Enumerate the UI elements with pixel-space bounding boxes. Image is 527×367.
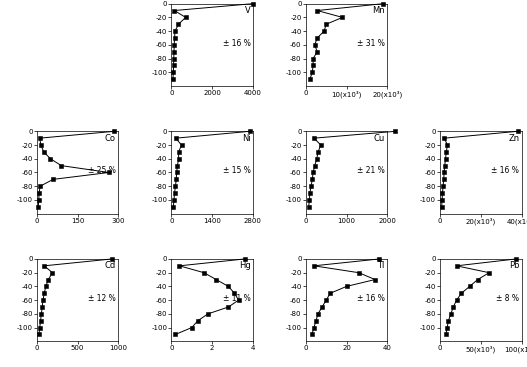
Text: Hg: Hg	[239, 261, 250, 270]
Text: ± 11 %: ± 11 %	[222, 294, 250, 303]
Text: ± 15 %: ± 15 %	[222, 166, 250, 175]
Text: ± 12 %: ± 12 %	[88, 294, 116, 303]
Text: ± 16 %: ± 16 %	[357, 294, 385, 303]
Text: ± 16 %: ± 16 %	[491, 166, 519, 175]
Text: Cu: Cu	[374, 134, 385, 143]
Text: ± 21 %: ± 21 %	[357, 166, 385, 175]
Text: Pb: Pb	[509, 261, 519, 270]
Text: ± 8 %: ± 8 %	[496, 294, 519, 303]
Text: Cd: Cd	[105, 261, 116, 270]
Text: V: V	[245, 6, 250, 15]
Text: Mn: Mn	[372, 6, 385, 15]
Text: Co: Co	[105, 134, 116, 143]
Text: ± 25 %: ± 25 %	[88, 166, 116, 175]
Text: ± 16 %: ± 16 %	[222, 39, 250, 48]
Text: Ni: Ni	[242, 134, 250, 143]
Text: Zn: Zn	[508, 134, 519, 143]
Text: ± 31 %: ± 31 %	[357, 39, 385, 48]
Text: Tl: Tl	[377, 261, 385, 270]
